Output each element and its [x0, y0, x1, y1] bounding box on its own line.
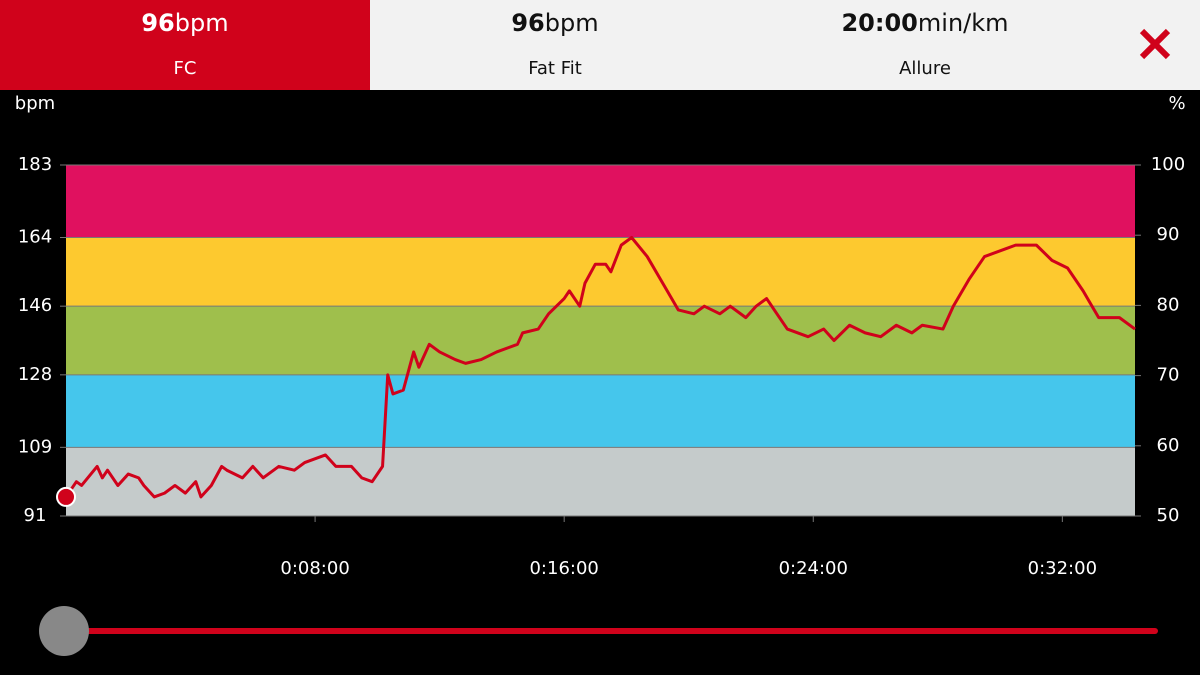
plot: 91 109 128 146 164 183 50 60 70 80 90 100 0:08:00 0:1… [15, 93, 1186, 579]
y-axis-unit: bpm [15, 93, 55, 114]
y2-axis-unit: % [1168, 93, 1185, 114]
tab-value-number: 96 [141, 9, 174, 37]
y-tick-label: 183 [18, 154, 52, 175]
x-tick-label: 0:08:00 [280, 558, 349, 579]
y2-tick-label: 100 [1151, 154, 1185, 175]
zone-band [66, 165, 1135, 238]
tab-value-unit: bpm [175, 9, 229, 37]
x-tick-label: 0:24:00 [779, 558, 848, 579]
hr-line [64, 235, 1136, 499]
y2-tick-label: 60 [1157, 435, 1180, 456]
tab-value-number: 20:00 [841, 9, 917, 37]
tab-label: Allure [899, 58, 951, 79]
y-tick-label: 91 [24, 505, 47, 526]
tab-value-unit: bpm [545, 9, 599, 37]
y2-tick-label: 50 [1157, 505, 1180, 526]
y-tick-label: 164 [18, 226, 52, 247]
close-button[interactable] [1139, 28, 1171, 60]
y2-tick-label: 90 [1157, 224, 1180, 245]
y2-tick-label: 70 [1157, 365, 1180, 386]
close-icon [1139, 28, 1171, 60]
tab-value: 20:00min/km [841, 9, 1008, 37]
y-tick-label: 146 [18, 295, 52, 316]
tab-value-number: 96 [511, 9, 544, 37]
zone-band [66, 237, 1135, 307]
y-tick-label: 109 [18, 436, 52, 457]
tab-label: FC [174, 58, 197, 79]
tab-value-unit: min/km [918, 9, 1009, 37]
tab-active-bg [0, 0, 370, 90]
zone-band [66, 374, 1135, 448]
tab-label: Fat Fit [528, 58, 582, 79]
tab-value: 96bpm [141, 9, 228, 37]
slider-thumb[interactable] [39, 606, 89, 656]
zone-band [66, 306, 1135, 375]
start-marker [56, 486, 76, 507]
x-tick-label: 0:16:00 [529, 558, 598, 579]
zone-band [66, 447, 1135, 516]
tab[interactable]: 20:00min/km Allure [841, 9, 1008, 79]
tab[interactable]: 96bpm FC [0, 0, 370, 90]
x-tick-label: 0:32:00 [1028, 558, 1097, 579]
y-tick-label: 128 [18, 364, 52, 385]
y2-tick-label: 80 [1157, 294, 1180, 315]
tab-value: 96bpm [511, 9, 598, 37]
tab[interactable]: 96bpm Fat Fit [511, 9, 598, 79]
